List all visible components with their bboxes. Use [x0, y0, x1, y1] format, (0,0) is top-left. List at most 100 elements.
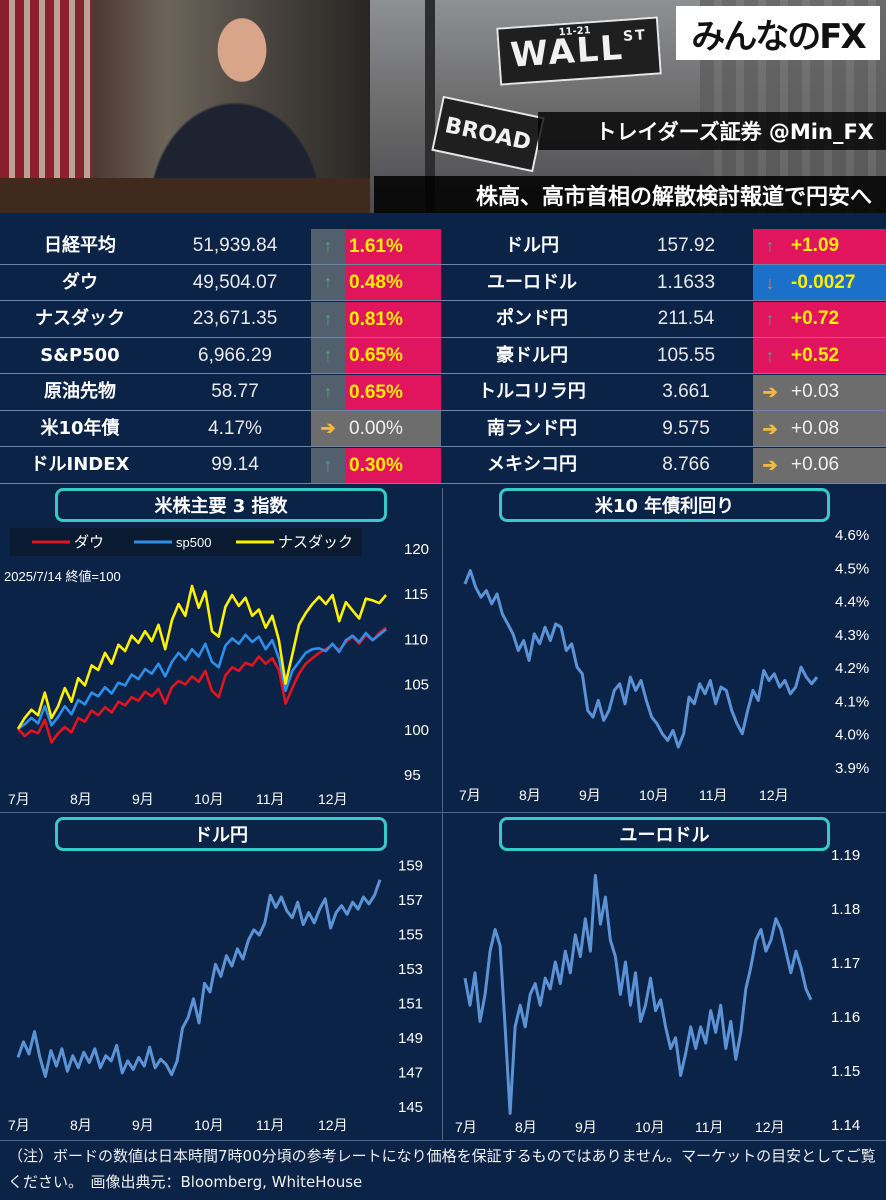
- arrow-right-icon: ➔: [762, 418, 778, 439]
- x-tick-label: 12月: [318, 791, 348, 807]
- x-tick-label: 10月: [639, 787, 669, 803]
- quote-name: ナスダック: [35, 308, 125, 330]
- x-tick-label: 10月: [635, 1119, 665, 1135]
- y-tick-label: 145: [398, 1099, 423, 1116]
- quote-name: メキシコ円: [487, 454, 577, 476]
- series-line-1: [17, 628, 387, 730]
- quote-row: ドルINDEX 99.14 ↑ 0.30% メキシコ円 8.766 ➔ +0.06: [0, 447, 886, 484]
- arrow-right-icon: ➔: [762, 455, 778, 476]
- chart-title-text: ドル円: [194, 825, 248, 846]
- change-badge: ↑ 0.65%: [311, 374, 441, 410]
- horizontal-divider: [0, 812, 886, 813]
- y-tick-label: 1.15: [831, 1063, 860, 1080]
- quote-change: ➔ +0.08: [753, 411, 886, 447]
- brand-logo: みんなのFX: [676, 6, 880, 60]
- y-tick-label: 4.3%: [835, 627, 869, 644]
- change-text: 0.48%: [345, 265, 441, 301]
- x-tick-label: 8月: [70, 1117, 92, 1133]
- x-tick-label: 12月: [318, 1117, 348, 1133]
- quote-row: 原油先物 58.77 ↑ 0.65% トルコリラ円 3.661 ➔ +0.03: [0, 374, 886, 411]
- y-tick-label: 159: [398, 857, 423, 874]
- quote-value: 6,966.29: [198, 344, 272, 366]
- arrow-up-icon: ↑: [311, 374, 345, 410]
- y-tick-label: 105: [404, 677, 429, 694]
- quote-change: ↑ +0.72: [753, 301, 886, 337]
- change-text: 1.61%: [345, 228, 441, 264]
- x-tick-label: 9月: [132, 1117, 154, 1133]
- quote-row: ナスダック 23,671.35 ↑ 0.81% ポンド円 211.54 ↑ +0.72: [0, 301, 886, 338]
- y-tick-label: 120: [404, 541, 429, 558]
- y-tick-label: 4.6%: [835, 527, 869, 544]
- y-tick-label: 95: [404, 767, 421, 784]
- quote-value: 58.77: [211, 381, 259, 403]
- change-text: 0.81%: [345, 301, 441, 337]
- y-tick-label: 157: [398, 892, 423, 909]
- quote-value: 4.17%: [208, 417, 262, 439]
- chart-title: 米10 年債利回り: [499, 488, 830, 522]
- x-tick-label: 8月: [519, 787, 541, 803]
- sign-pole: [425, 0, 435, 213]
- change-badge: ➔ +0.08: [753, 411, 886, 447]
- quote-value: 157.92: [656, 235, 716, 256]
- arrow-up-icon: ↑: [311, 301, 345, 337]
- quote-name: ドル円: [505, 235, 559, 256]
- broad-sign-text: BROAD: [442, 112, 534, 156]
- chart-title-text: 米株主要 3 指数: [154, 496, 288, 517]
- change-text: 0.00%: [345, 411, 441, 447]
- change-badge: ↑ +1.09: [753, 228, 886, 264]
- header: 11-21 WALL ST BROAD みんなのFX トレイダーズ証券 @Min…: [0, 0, 886, 213]
- chart-plot: 1.19 1.18 1.17 1.16 1.15 1.14 7月 8月 9月 10月 11月 12月: [455, 847, 860, 1135]
- x-tick-label: 9月: [132, 791, 154, 807]
- y-tick-label: 100: [404, 722, 429, 739]
- change-text: +1.09: [791, 235, 840, 256]
- arrow-up-icon: ↑: [311, 338, 345, 374]
- change-text: +0.52: [791, 344, 840, 366]
- arrow-up-icon: ↑: [311, 265, 345, 301]
- legend-label: sp500: [176, 535, 211, 550]
- quote-name: 原油先物: [44, 381, 116, 403]
- quote-value: 8.766: [662, 454, 710, 476]
- x-tick-label: 12月: [755, 1119, 785, 1135]
- y-tick-label: 115: [404, 586, 428, 603]
- quote-name: ポンド円: [496, 308, 568, 330]
- series-line-0: [463, 569, 819, 749]
- quote-name: 米10年債: [40, 417, 120, 439]
- quote-name: 南ランド円: [487, 417, 577, 439]
- arrow-up-icon: ↑: [765, 309, 775, 330]
- person-figure: [110, 0, 360, 213]
- change-badge: ↑ 0.81%: [311, 301, 441, 337]
- x-tick-label: 8月: [70, 791, 92, 807]
- change-text: +0.72: [791, 308, 840, 330]
- x-tick-label: 7月: [455, 1119, 477, 1135]
- quote-change: ↑ 1.61%: [311, 228, 441, 264]
- legend-label: ナスダック: [278, 534, 353, 551]
- y-tick-label: 4.1%: [835, 693, 869, 710]
- x-tick-label: 9月: [575, 1119, 597, 1135]
- arrow-up-icon: ↑: [311, 228, 345, 264]
- quote-change: ↓ -0.0027: [753, 265, 886, 301]
- logo-text: みんなのFX: [691, 16, 866, 57]
- quote-change: ↑ 0.65%: [311, 374, 441, 410]
- headline-bar: 株高、高市首相の解散検討報道で円安へ: [374, 176, 886, 213]
- change-text: -0.0027: [791, 271, 856, 293]
- chart-plot: 4.6% 4.5% 4.4% 4.3% 4.2% 4.1% 4.0% 3.9% 7月 8月 9月 10…: [459, 527, 869, 803]
- x-tick-label: 11月: [699, 787, 728, 803]
- quote-change: ↑ 0.48%: [311, 265, 441, 301]
- flag-decor: [0, 0, 92, 213]
- y-tick-label: 4.0%: [835, 727, 869, 744]
- quote-name: ダウ: [62, 271, 98, 293]
- arrow-down-icon: ↓: [765, 272, 775, 293]
- quote-value: 9.575: [662, 417, 710, 439]
- y-tick-label: 1.17: [831, 955, 860, 972]
- chart-usdjpy: ドル円 159 157 155 153 151 149 147 145 7月 8月 9月 10月 11月…: [0, 813, 442, 1140]
- x-tick-label: 11月: [256, 1117, 285, 1133]
- photo-oval-office: [0, 0, 370, 213]
- y-tick-label: 153: [398, 961, 423, 978]
- change-text: 0.65%: [345, 338, 441, 374]
- x-tick-label: 11月: [256, 791, 285, 807]
- x-tick-label: 7月: [459, 787, 481, 803]
- quote-name: トルコリラ円: [478, 381, 586, 403]
- brand-text: トレイダーズ証券 @Min_FX: [595, 120, 874, 144]
- arrow-up-icon: ↑: [311, 447, 345, 483]
- change-badge: ➔ +0.03: [753, 374, 886, 410]
